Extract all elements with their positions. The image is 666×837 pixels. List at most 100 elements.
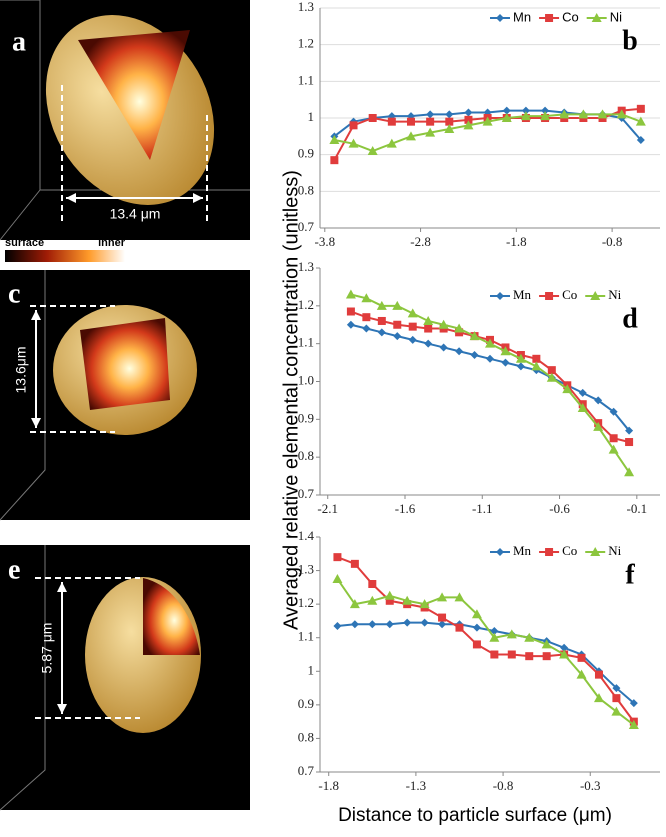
marker bbox=[520, 111, 531, 121]
y-tick-label: 1 bbox=[308, 109, 315, 124]
marker bbox=[333, 553, 342, 562]
image-a: a 13.4 μm bbox=[0, 0, 250, 241]
marker bbox=[377, 316, 386, 325]
legend-label: Ni bbox=[608, 543, 621, 558]
y-tick-label: 0.7 bbox=[298, 763, 315, 778]
marker bbox=[609, 407, 618, 416]
marker bbox=[346, 307, 355, 316]
marker bbox=[594, 670, 603, 679]
marker bbox=[348, 138, 359, 148]
marker bbox=[445, 117, 454, 126]
marker bbox=[628, 720, 639, 729]
y-tick-label: 0.9 bbox=[298, 410, 314, 425]
marker bbox=[532, 354, 541, 363]
marker bbox=[361, 293, 372, 303]
x-tick-label: -1.6 bbox=[395, 501, 416, 516]
marker bbox=[424, 339, 433, 348]
marker bbox=[540, 111, 551, 121]
marker bbox=[425, 127, 436, 137]
series-line bbox=[350, 310, 630, 444]
marker bbox=[406, 117, 415, 126]
image-e: e 5.87 μm bbox=[0, 545, 250, 811]
marker bbox=[496, 292, 504, 300]
marker bbox=[515, 353, 526, 363]
x-tick-label: -0.6 bbox=[549, 501, 570, 516]
marker bbox=[546, 372, 557, 382]
marker bbox=[454, 323, 465, 333]
colorbar bbox=[5, 250, 125, 262]
marker bbox=[597, 109, 608, 119]
y-tick-label: 1.3 bbox=[298, 562, 314, 577]
legend-label: Co bbox=[562, 543, 577, 558]
marker bbox=[385, 596, 394, 605]
marker bbox=[496, 14, 504, 22]
colorbar-high: inner bbox=[98, 237, 126, 249]
marker bbox=[393, 332, 402, 341]
marker bbox=[496, 548, 504, 556]
marker bbox=[463, 120, 474, 130]
marker bbox=[408, 322, 417, 331]
series-line bbox=[337, 621, 635, 704]
x-tick-label: -1.8 bbox=[506, 234, 527, 249]
x-tick-label: -1.8 bbox=[318, 778, 339, 793]
marker bbox=[577, 402, 588, 412]
marker bbox=[438, 613, 447, 622]
marker bbox=[472, 623, 481, 632]
marker bbox=[490, 650, 499, 659]
x-tick-label: -0.8 bbox=[493, 778, 514, 793]
marker bbox=[469, 331, 480, 341]
colorbar-low: surface bbox=[5, 237, 44, 249]
marker bbox=[612, 694, 621, 703]
marker bbox=[560, 643, 569, 652]
marker bbox=[437, 592, 448, 602]
marker bbox=[608, 444, 619, 454]
y-tick-label: 1.2 bbox=[298, 36, 314, 51]
y-tick-label: 1.3 bbox=[298, 0, 314, 14]
marker bbox=[367, 595, 378, 605]
marker bbox=[547, 366, 556, 375]
marker bbox=[332, 573, 343, 583]
marker bbox=[636, 136, 645, 144]
panel-label: b bbox=[622, 25, 638, 56]
marker bbox=[362, 313, 371, 322]
marker bbox=[485, 338, 495, 348]
y-tick-label: 1.2 bbox=[298, 297, 314, 312]
y-tick-label: 1.3 bbox=[298, 259, 314, 274]
marker bbox=[438, 620, 447, 629]
scale-label: 5.87 μm bbox=[39, 623, 55, 674]
marker bbox=[593, 421, 604, 431]
y-tick-label: 1 bbox=[308, 662, 315, 677]
marker bbox=[385, 620, 394, 629]
marker bbox=[525, 652, 534, 661]
marker bbox=[439, 343, 448, 352]
marker bbox=[501, 113, 512, 122]
marker bbox=[444, 124, 455, 133]
marker bbox=[635, 116, 646, 126]
marker bbox=[464, 115, 473, 124]
marker bbox=[594, 396, 603, 405]
marker bbox=[403, 618, 412, 627]
marker bbox=[407, 308, 418, 318]
legend-label: Co bbox=[562, 9, 579, 24]
marker bbox=[419, 599, 430, 609]
marker bbox=[377, 328, 386, 337]
marker bbox=[330, 156, 339, 165]
legend-label: Ni bbox=[610, 9, 622, 24]
x-tick-label: -0.3 bbox=[580, 778, 601, 793]
marker bbox=[578, 388, 587, 397]
marker bbox=[445, 110, 454, 119]
marker bbox=[629, 699, 638, 708]
marker bbox=[350, 620, 359, 629]
marker bbox=[349, 121, 358, 130]
y-tick-label: 1.2 bbox=[298, 595, 314, 610]
x-tick-label: -3.8 bbox=[314, 234, 335, 249]
marker bbox=[455, 623, 464, 632]
panel-label: c bbox=[8, 278, 20, 309]
scale-label: 13.4 μm bbox=[110, 206, 161, 222]
marker bbox=[609, 434, 618, 443]
marker bbox=[507, 650, 516, 659]
marker bbox=[524, 632, 535, 642]
marker bbox=[486, 354, 494, 363]
marker bbox=[367, 146, 378, 155]
scale-label: 13.6μm bbox=[13, 347, 29, 394]
